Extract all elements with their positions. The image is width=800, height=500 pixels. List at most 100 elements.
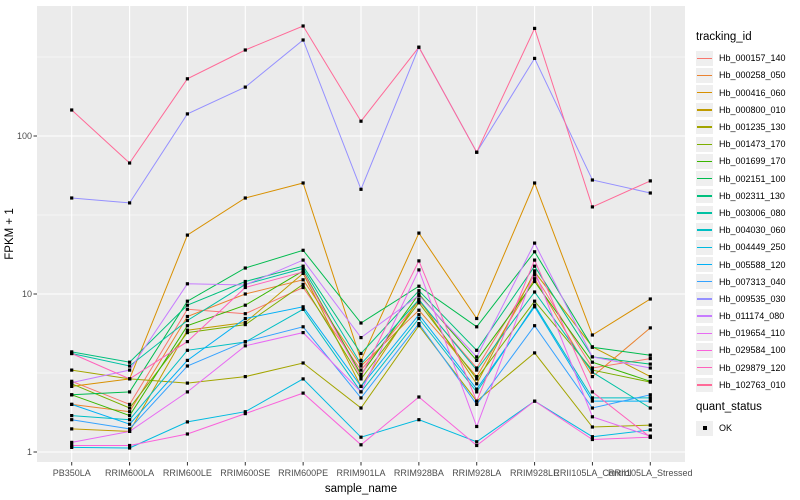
data-point-Hb_102763_010	[70, 108, 74, 112]
legend-entry-Hb_003006_080: Hb_003006_080	[696, 205, 786, 221]
data-point-Hb_000800_010	[243, 320, 247, 325]
data-point-Hb_009535_030	[243, 85, 247, 89]
legend-line-icon	[697, 177, 712, 180]
data-point-Hb_007313_040	[243, 340, 247, 344]
legend-entry-label: Hb_009535_030	[719, 293, 786, 304]
data-point-Hb_009535_030	[359, 187, 363, 191]
legend-entry-label: Hb_000258_050	[719, 70, 786, 81]
data-point-Hb_002151_100	[70, 393, 74, 397]
data-point-Hb_001699_170	[128, 414, 132, 418]
data-point-Hb_005588_120	[648, 399, 652, 403]
data-point-Hb_000800_010	[648, 375, 652, 379]
legend-key-swatch	[696, 171, 713, 186]
data-point-Hb_001235_130	[70, 368, 74, 372]
data-point-Hb_004449_250	[301, 377, 305, 381]
data-point-Hb_002311_130	[475, 348, 479, 352]
data-point-Hb_001699_170	[359, 372, 363, 376]
legend-entry-label: Hb_000800_010	[719, 104, 786, 115]
data-point-Hb_001473_170	[243, 323, 247, 327]
data-point-Hb_011174_080	[70, 381, 74, 385]
data-point-Hb_011174_080	[475, 355, 479, 359]
data-point-Hb_003006_080	[359, 362, 363, 366]
data-point-Hb_007313_040	[648, 393, 652, 397]
legend-title-tracking-id: tracking_id	[696, 31, 752, 43]
data-point-Hb_019654_110	[243, 344, 247, 348]
legend-entry-label: Hb_003006_080	[719, 207, 786, 218]
data-point-Hb_007313_040	[70, 418, 74, 422]
data-point-Hb_005588_120	[70, 402, 74, 406]
data-point-Hb_011174_080	[417, 293, 421, 297]
data-point-Hb_019654_110	[185, 390, 189, 394]
data-point-Hb_002311_130	[417, 289, 421, 293]
data-point-Hb_001473_170	[533, 299, 537, 303]
data-point-Hb_102763_010	[533, 26, 537, 30]
data-point-Hb_005588_120	[417, 313, 421, 317]
data-point-Hb_000800_010	[475, 382, 479, 386]
data-point-Hb_029584_100	[128, 443, 132, 448]
data-point-Hb_011174_080	[243, 283, 247, 287]
data-point-Hb_029584_100	[417, 395, 421, 399]
data-point-Hb_004030_060	[475, 390, 479, 394]
legend-key-swatch	[696, 68, 713, 83]
data-point-Hb_004449_250	[359, 435, 363, 439]
legend-entry-label: Hb_004449_250	[719, 242, 786, 253]
x-tick-label: RRIM901LA	[336, 468, 385, 478]
legend-line-icon	[697, 126, 712, 128]
data-point-Hb_009535_030	[70, 196, 74, 200]
legend-entry-Hb_000800_010: Hb_000800_010	[696, 102, 786, 118]
data-point-Hb_029879_120	[301, 270, 305, 274]
data-point-Hb_029879_120	[359, 375, 363, 379]
legend-entry-label: Hb_002311_130	[719, 190, 785, 201]
data-point-Hb_000800_010	[70, 427, 74, 431]
data-point-Hb_000416_060	[475, 316, 479, 321]
data-point-Hb_005588_120	[533, 305, 537, 309]
data-point-Hb_001473_170	[417, 301, 421, 305]
data-point-Hb_001235_130	[648, 423, 652, 427]
data-point-Hb_004449_250	[243, 410, 247, 414]
data-point-Hb_029584_100	[185, 432, 189, 436]
data-point-Hb_002151_100	[243, 266, 247, 270]
legend-entry-Hb_102763_010: Hb_102763_010	[696, 377, 786, 393]
data-point-Hb_009535_030	[590, 178, 594, 182]
data-point-Hb_000157_140	[648, 357, 652, 361]
data-point-Hb_029879_120	[70, 351, 74, 356]
legend-line-icon	[697, 57, 712, 59]
legend-line-icon	[697, 315, 712, 317]
legend-entry-quant-ok: OK	[696, 421, 786, 436]
data-point-Hb_011174_080	[648, 366, 652, 370]
legend-key-swatch	[696, 240, 713, 255]
legend-key-swatch	[696, 205, 713, 221]
data-point-Hb_102763_010	[243, 48, 247, 52]
data-point-Hb_000258_050	[301, 278, 305, 282]
data-point-Hb_003006_080	[128, 364, 132, 368]
data-point-Hb_009535_030	[533, 56, 537, 60]
data-point-Hb_003006_080	[648, 406, 652, 410]
data-point-Hb_004030_060	[301, 307, 305, 311]
data-point-Hb_002311_130	[243, 279, 247, 284]
data-point-Hb_000258_050	[648, 326, 652, 330]
data-point-Hb_004030_060	[128, 418, 132, 422]
data-point-Hb_000258_050	[185, 314, 189, 319]
data-point-Hb_029584_100	[243, 412, 247, 416]
legend-key-swatch	[696, 343, 713, 358]
data-point-Hb_007313_040	[359, 396, 363, 400]
legend-key-swatch	[696, 360, 713, 375]
data-point-Hb_011174_080	[359, 336, 363, 340]
data-point-Hb_000258_050	[417, 308, 421, 312]
data-point-Hb_005588_120	[475, 387, 479, 391]
legend-entries: Hb_000157_140 Hb_000258_050 Hb_000416_060 H…	[696, 51, 786, 393]
legend-key-swatch	[696, 136, 713, 152]
legend-line-icon	[697, 91, 712, 94]
data-point-Hb_009535_030	[128, 201, 132, 205]
data-point-Hb_002311_130	[128, 360, 132, 364]
data-point-Hb_000157_140	[533, 273, 537, 277]
legend-entry-label: OK	[719, 423, 733, 434]
legend-entry-label: Hb_000157_140	[719, 53, 786, 64]
x-tick-label: RRII105LA_Stressed	[608, 468, 693, 478]
data-point-Hb_002151_100	[648, 353, 652, 357]
data-point-Hb_000416_060	[533, 181, 537, 185]
data-point-Hb_002151_100	[590, 345, 594, 349]
data-point-Hb_011174_080	[590, 355, 594, 359]
x-tick-label: RRIM928BA	[394, 468, 444, 478]
